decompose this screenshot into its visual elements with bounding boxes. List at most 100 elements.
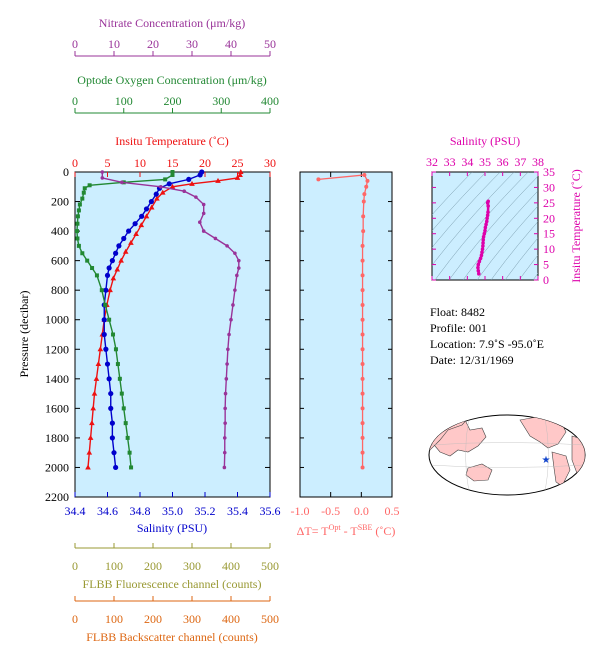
- delta-label-sup-opt: Opt: [329, 523, 342, 532]
- nitrate-point: [237, 266, 241, 270]
- delta-point: [360, 302, 365, 307]
- delta-point: [360, 317, 365, 322]
- ts-point: [482, 231, 487, 236]
- temperature-point: [189, 180, 195, 186]
- oxygen-point: [125, 435, 130, 440]
- temperature-point: [91, 390, 98, 396]
- oxygen-point: [94, 273, 99, 278]
- delta-series: [316, 172, 370, 470]
- ts-point: [481, 241, 485, 245]
- ts-x-tick-label: 35: [479, 155, 491, 169]
- ts-x-tick-label: 32: [426, 155, 438, 169]
- nitrate-point: [213, 236, 218, 241]
- ts-density-contour: [462, 190, 538, 280]
- nitrate-point: [100, 176, 105, 180]
- delta-label-sup-sbe: SBE: [358, 523, 373, 532]
- ts-y-tick-label: 20: [543, 211, 555, 225]
- backscatter-axis-tick-label: 300: [183, 612, 201, 626]
- delta-point: [360, 406, 365, 411]
- delta-point: [361, 229, 366, 234]
- nitrate-point: [198, 220, 202, 225]
- ts-y-tick-label: 25: [543, 196, 555, 210]
- temperature-point: [95, 361, 102, 367]
- temperature-point: [85, 464, 91, 470]
- nitrate-point: [229, 317, 233, 322]
- ts-point: [477, 272, 481, 276]
- temperature-point: [110, 275, 117, 281]
- fluorescence-axis-tick-label: 0: [72, 559, 78, 573]
- ts-y-tick-label: 0: [543, 273, 549, 287]
- oxygen-point: [74, 229, 79, 234]
- pressure-tick-label: 1000: [45, 313, 69, 327]
- salinity-point: [153, 191, 159, 197]
- salinity-point: [113, 464, 119, 471]
- oxygen-axis: 0 100 200 300 400: [72, 94, 279, 114]
- fluorescence-axis-label: FLBB Fluorescence channel (counts): [83, 577, 262, 591]
- delta-point: [362, 192, 367, 197]
- salinity-point: [108, 405, 114, 411]
- nitrate-point: [194, 195, 198, 199]
- temperature-point: [97, 346, 104, 352]
- oxygen-point: [123, 421, 128, 426]
- temperature-point: [89, 420, 95, 426]
- oxygen-point: [76, 243, 81, 248]
- nitrate-axis-tick-label: 10: [108, 37, 120, 51]
- ts-density-contour: [432, 172, 501, 248]
- delta-point: [361, 214, 366, 219]
- pressure-tick-label: 800: [51, 283, 69, 297]
- oxygen-axis-tick-label: 200: [164, 94, 182, 108]
- nitrate-axis-tick-label: 50: [264, 37, 276, 51]
- delta-point: [360, 465, 365, 470]
- temperature-point: [143, 213, 150, 219]
- delta-tick-label: -1.0: [291, 504, 310, 518]
- ts-point: [483, 225, 488, 230]
- oxygen-point: [85, 258, 90, 263]
- oxygen-point: [163, 177, 168, 182]
- delta-panel-background: [299, 171, 393, 498]
- salinity-point: [143, 206, 150, 212]
- nitrate-point: [233, 251, 237, 256]
- ts-point: [486, 199, 490, 204]
- profile-date: Date: 12/31/1969: [430, 353, 514, 367]
- oxygen-point: [107, 317, 112, 322]
- nitrate-point: [222, 436, 227, 440]
- float-info: Float: 8482 Profile: 001 Location: 7.9˚S…: [430, 304, 544, 368]
- delta-label-prefix: ΔT= T: [297, 524, 330, 538]
- nitrate-point: [201, 202, 206, 207]
- pressure-tick-label: 1400: [45, 372, 69, 386]
- temperature-axis-tick-label: 5: [105, 156, 111, 170]
- nitrate-point: [237, 258, 241, 263]
- salinity-point: [104, 272, 111, 279]
- float-id: Float: 8482: [430, 305, 486, 319]
- nitrate-point: [201, 211, 206, 216]
- oxygen-point: [75, 214, 80, 219]
- pressure-tick-label: 2000: [45, 460, 69, 474]
- salinity-point: [109, 435, 115, 441]
- ts-point: [485, 216, 489, 221]
- ts-density-contour: [432, 172, 473, 216]
- ts-y-tick-label: 35: [543, 165, 555, 179]
- nitrate-point: [223, 421, 227, 425]
- delta-point: [360, 376, 365, 381]
- oxygen-point: [75, 236, 80, 241]
- oxygen-point: [170, 172, 175, 177]
- salinity-point: [106, 376, 112, 382]
- pressure-tick-label: 2200: [45, 490, 69, 504]
- temperature-point: [148, 204, 155, 210]
- pressure-tick-label: 600: [51, 254, 69, 268]
- pressure-tick-label: 1600: [45, 401, 69, 415]
- backscatter-axis-tick-label: 500: [261, 612, 279, 626]
- oxygen-point: [127, 450, 132, 455]
- nitrate-point: [223, 406, 227, 411]
- temperature-line: [87, 171, 242, 468]
- ts-point: [486, 210, 490, 214]
- temperature-axis-label: Insitu Temperature (˚C): [115, 134, 229, 148]
- fluorescence-axis-tick-label: 200: [144, 559, 162, 573]
- fluorescence-axis-tick-label: 300: [183, 559, 201, 573]
- salinity-point: [101, 331, 107, 338]
- profile-series: [74, 169, 244, 471]
- profile-panel-background: [74, 171, 271, 498]
- delta-point: [360, 435, 365, 440]
